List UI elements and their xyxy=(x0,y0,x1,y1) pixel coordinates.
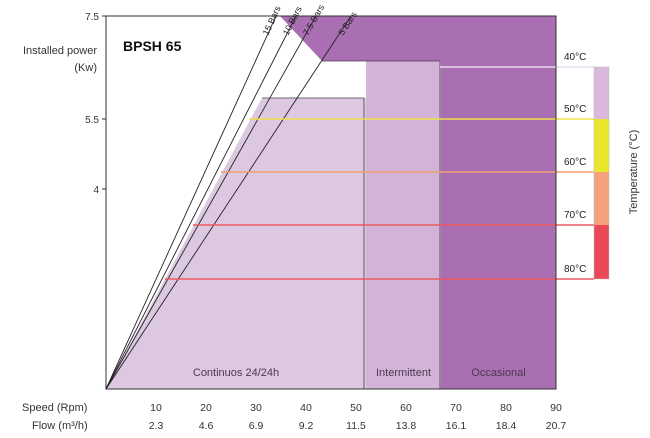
flow-tick-6: 13.8 xyxy=(396,420,417,432)
flow-tick-3: 6.9 xyxy=(249,420,264,432)
continuous-boundary xyxy=(262,97,365,389)
speed-axis-label: Speed (Rpm) xyxy=(22,402,87,414)
temperature-axis-label: Temperature (°C) xyxy=(628,130,640,214)
speed-tick-3: 30 xyxy=(250,402,262,414)
region-3 xyxy=(280,16,556,389)
speed-tick-8: 80 xyxy=(500,402,512,414)
flow-tick-9: 20.7 xyxy=(546,420,567,432)
temperature-layer: 40°C 50°C 60°C 70°C 80°C xyxy=(165,52,610,280)
flow-tick-8: 18.4 xyxy=(496,420,517,432)
chart-title: BPSH 65 xyxy=(123,38,182,54)
temperature-swatch-1 xyxy=(594,67,609,119)
flow-tick-7: 16.1 xyxy=(446,420,467,432)
y-axis-label-line2: (Kw) xyxy=(74,62,97,74)
temperature-swatch-4 xyxy=(594,225,609,279)
pressure-line-1 xyxy=(105,15,277,390)
speed-tick-1: 10 xyxy=(150,402,162,414)
temperature-label-3: 60°C xyxy=(564,157,586,168)
temperature-label-4: 70°C xyxy=(564,210,586,221)
temperature-label-1: 40°C xyxy=(564,52,586,63)
temperature-swatch-2 xyxy=(594,119,609,172)
y-tick-label-2: 5.5 xyxy=(85,115,99,126)
temperature-scale-frame xyxy=(593,66,610,280)
speed-tick-4: 40 xyxy=(300,402,312,414)
temperature-label-5: 80°C xyxy=(564,264,586,275)
plot-frame xyxy=(105,15,557,390)
region-label-1: Continuos 24/24h xyxy=(193,367,279,379)
region-label-3: Occasional xyxy=(471,367,525,379)
flow-tick-1: 2.3 xyxy=(149,420,164,432)
pressure-label-1: 15 Bars xyxy=(261,4,283,37)
flow-axis-label: Flow (m³/h) xyxy=(32,420,88,432)
speed-tick-7: 70 xyxy=(450,402,462,414)
temperature-label-2: 50°C xyxy=(564,104,586,115)
region-label-2: Intermittent xyxy=(376,367,431,379)
y-tick-label-1: 7.5 xyxy=(85,12,99,23)
speed-tick-2: 20 xyxy=(200,402,212,414)
flow-tick-5: 11.5 xyxy=(346,420,366,432)
axis-layer: 7.5 5.5 4 10 2.3 20 4.6 30 6.9 40 9.2 50 11.5 60 13.8 7… xyxy=(85,12,566,432)
speed-tick-9: 90 xyxy=(550,402,562,414)
speed-tick-5: 50 xyxy=(350,402,362,414)
speed-tick-6: 60 xyxy=(400,402,412,414)
pressure-line-2 xyxy=(105,15,297,390)
pressure-line-4 xyxy=(105,15,352,390)
regions-layer: Continuos 24/24h Intermittent Occasional xyxy=(106,16,556,389)
y-tick-label-3: 4 xyxy=(93,185,99,196)
flow-tick-4: 9.2 xyxy=(299,420,314,432)
flow-tick-2: 4.6 xyxy=(199,420,214,432)
pressure-line-3 xyxy=(105,15,317,390)
region-1 xyxy=(106,98,366,389)
y-axis-label-line1: Installed power xyxy=(23,45,97,57)
temperature-swatch-3 xyxy=(594,172,609,225)
